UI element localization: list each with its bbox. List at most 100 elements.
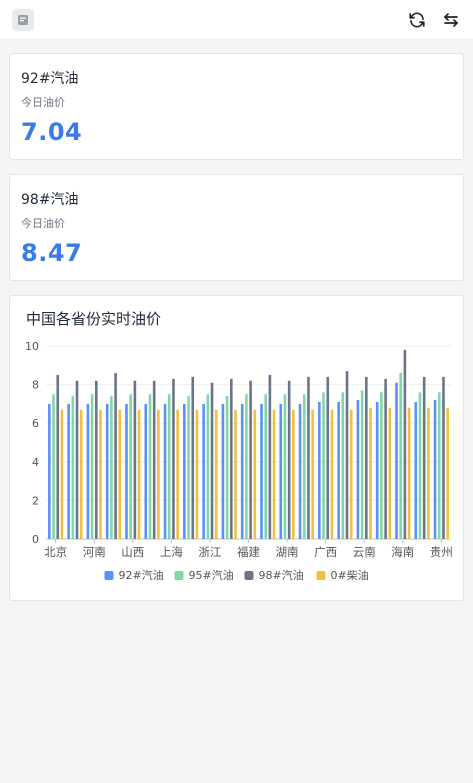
bar-云南-98#汽油	[365, 376, 368, 539]
x-tick-label: 浙江	[198, 545, 221, 559]
chart-title: 中国各省份实时油价	[26, 310, 162, 328]
bar-安徽-98#汽油	[230, 378, 233, 539]
bar-江苏-92#汽油	[183, 403, 186, 539]
legend-label: 92#汽油	[119, 568, 164, 582]
y-tick-label: 8	[32, 379, 39, 392]
legend-swatch	[244, 571, 254, 580]
bar-福建-98#汽油	[249, 380, 252, 539]
bar-湖北-92#汽油	[298, 403, 302, 539]
swap-icon[interactable]	[441, 10, 461, 30]
bar-贵州-98#汽油	[442, 376, 445, 539]
bar-山西-95#汽油	[129, 394, 132, 539]
bar-海南-95#汽油	[399, 373, 402, 539]
bar-湖南-98#汽油	[287, 380, 291, 539]
bar-湖南-95#汽油	[283, 394, 287, 539]
bar-湖北-95#汽油	[302, 394, 306, 539]
bar-河北-92#汽油	[105, 403, 109, 539]
bar-辽宁-98#汽油	[152, 380, 156, 539]
bar-西藏-0#柴油	[427, 407, 430, 539]
y-tick-label: 6	[32, 417, 39, 430]
bar-北京-95#汽油	[52, 394, 55, 539]
bar-辽宁-92#汽油	[144, 403, 148, 539]
bar-广东-98#汽油	[345, 371, 349, 539]
legend-label: 95#汽油	[189, 568, 234, 582]
bar-北京-92#汽油	[48, 403, 51, 539]
legend-label: 98#汽油	[259, 568, 304, 582]
bar-湖南-0#柴油	[292, 409, 295, 539]
bar-云南-92#汽油	[356, 400, 360, 539]
fuel-name: 98#汽油	[21, 192, 79, 208]
bar-四川-98#汽油	[384, 378, 387, 539]
x-tick-label: 广西	[314, 545, 337, 559]
bar-西藏-98#汽油	[422, 376, 426, 539]
bar-四川-95#汽油	[380, 392, 383, 539]
bar-贵州-95#汽油	[437, 392, 441, 539]
price-card-98: 98#汽油 今日油价 8.47	[9, 174, 464, 281]
x-tick-label: 河南	[83, 545, 106, 559]
bar-云南-0#柴油	[369, 407, 372, 539]
legend-swatch	[316, 571, 326, 580]
x-tick-label: 上海	[160, 545, 183, 559]
bar-江西-0#柴油	[272, 409, 276, 539]
bar-天津-98#汽油	[75, 380, 79, 539]
bar-河南-92#汽油	[86, 403, 90, 539]
bar-河南-95#汽油	[90, 394, 94, 539]
bar-广东-92#汽油	[337, 401, 340, 539]
bar-广西-92#汽油	[318, 401, 321, 539]
bar-贵州-0#柴油	[446, 407, 449, 539]
x-tick-label: 山西	[121, 545, 144, 559]
bar-广西-0#柴油	[330, 409, 334, 539]
price-card-92: 92#汽油 今日油价 7.04	[9, 53, 464, 160]
x-tick-label: 贵州	[430, 545, 453, 559]
y-tick-label: 2	[32, 494, 39, 507]
page-icon[interactable]	[12, 8, 34, 31]
bar-上海-95#汽油	[167, 394, 171, 539]
bar-北京-98#汽油	[56, 374, 60, 539]
x-tick-label: 云南	[353, 545, 376, 559]
bar-浙江-95#汽油	[206, 394, 210, 539]
bar-浙江-0#柴油	[214, 409, 218, 539]
fuel-subtitle: 今日油价	[21, 96, 65, 109]
bar-贵州-92#汽油	[433, 400, 437, 539]
y-tick-label: 0	[32, 533, 39, 546]
bar-上海-92#汽油	[163, 403, 167, 539]
bar-安徽-95#汽油	[225, 396, 229, 539]
bar-四川-92#汽油	[375, 401, 379, 539]
x-tick-label: 北京	[44, 545, 67, 559]
legend-swatch	[104, 571, 114, 580]
fuel-price: 8.47	[21, 239, 83, 267]
bar-西藏-95#汽油	[418, 392, 422, 539]
x-tick-label: 福建	[237, 545, 260, 559]
fuel-name: 92#汽油	[21, 71, 79, 87]
bar-广西-95#汽油	[322, 392, 325, 539]
legend-label: 0#柴油	[331, 568, 369, 582]
bar-江西-98#汽油	[268, 374, 272, 539]
bar-江西-95#汽油	[264, 394, 267, 539]
bar-云南-95#汽油	[360, 390, 364, 539]
top-bar	[0, 0, 473, 40]
bar-江苏-98#汽油	[191, 376, 195, 539]
bar-天津-95#汽油	[71, 396, 75, 539]
bar-天津-92#汽油	[67, 403, 70, 539]
bar-海南-98#汽油	[403, 349, 407, 539]
bar-海南-0#柴油	[407, 407, 411, 539]
bar-江苏-95#汽油	[187, 396, 190, 539]
y-tick-label: 10	[25, 340, 39, 353]
bar-河南-98#汽油	[95, 380, 98, 539]
bar-北京-0#柴油	[60, 409, 64, 539]
fuel-price: 7.04	[21, 118, 83, 146]
y-tick-label: 4	[32, 456, 39, 469]
bar-福建-95#汽油	[245, 394, 248, 539]
bar-湖北-0#柴油	[311, 409, 314, 539]
bar-辽宁-95#汽油	[148, 394, 152, 539]
refresh-icon[interactable]	[407, 10, 427, 30]
bar-西藏-92#汽油	[414, 401, 418, 539]
bar-辽宁-0#柴油	[157, 409, 160, 539]
chart-card: 中国各省份实时油价 0 2 4 6 8 10 北京 河南 山西 上海 浙江 福建 湖南 广西 云南 海南 贵州 9…	[9, 295, 464, 601]
bar-上海-0#柴油	[176, 409, 179, 539]
bar-江苏-0#柴油	[195, 409, 199, 539]
bar-湖北-98#汽油	[307, 376, 310, 539]
bar-山西-0#柴油	[137, 409, 141, 539]
legend-swatch	[174, 571, 184, 580]
bar-海南-92#汽油	[395, 382, 398, 539]
